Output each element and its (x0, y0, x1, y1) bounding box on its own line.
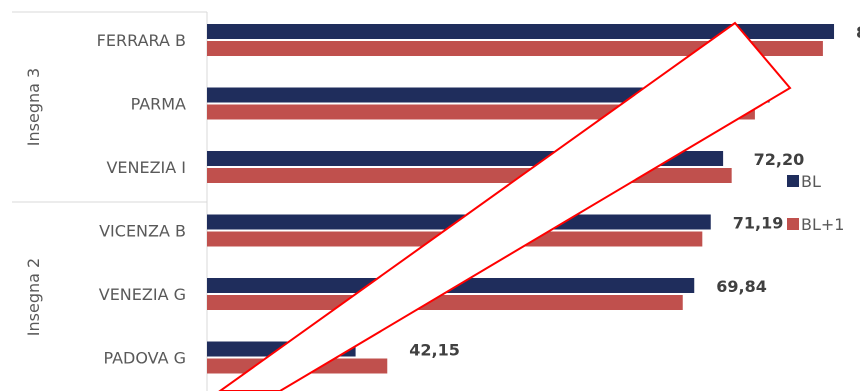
value-labels: 81,27 72,20 71,19 69,84 42,15 (409, 23, 860, 360)
category-label-ferrara-b: FERRARA B (97, 31, 186, 50)
legend-swatch-bl-plus-1 (787, 218, 799, 230)
value-label-venezia-i: 72,20 (754, 150, 805, 169)
bar-bl-ferrara-b (207, 24, 835, 39)
bar-bl-1-venezia-g (207, 295, 683, 310)
category-label-venezia-i: VENEZIA I (106, 158, 186, 177)
value-label-ferrara-b: 81,27 (856, 23, 860, 42)
value-label-vicenza-b: 71,19 (733, 214, 784, 233)
group-label-insegna-2: Insegna 2 (24, 258, 43, 336)
bar-bl-1-ferrara-b (207, 41, 823, 56)
category-label-venezia-g: VENEZIA G (99, 285, 186, 304)
value-label-venezia-g: 69,84 (716, 277, 767, 296)
legend-label-bl-plus-1: BL+1 (801, 215, 844, 234)
category-label-padova-g: PADOVA G (103, 349, 186, 368)
diagonal-overlay-band (218, 21, 792, 391)
category-label-parma: PARMA (131, 95, 186, 114)
category-labels: FERRARA B PARMA VENEZIA I VICENZA B VENEZIA … (97, 31, 186, 368)
value-label-padova-g: 42,15 (409, 341, 460, 360)
category-label-vicenza-b: VICENZA B (99, 222, 186, 241)
legend-label-bl: BL (801, 172, 821, 191)
legend-swatch-bl (787, 175, 799, 187)
legend: BL BL+1 (787, 172, 844, 234)
group-label-insegna-3: Insegna 3 (24, 68, 43, 146)
